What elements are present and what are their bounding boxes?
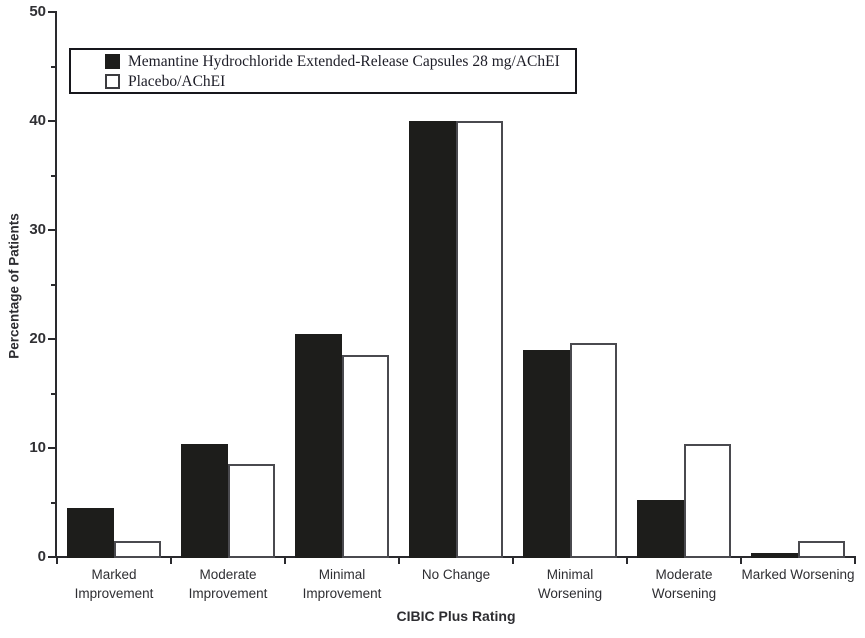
category-label: Minimal Improvement — [302, 567, 382, 601]
x-tick — [56, 558, 58, 564]
x-tick — [740, 558, 742, 564]
x-axis-title: CIBIC Plus Rating — [396, 608, 516, 624]
x-tick — [284, 558, 286, 564]
y-tick-label: 10 — [29, 439, 46, 456]
y-major-tick — [48, 229, 57, 231]
y-tick-label: 20 — [29, 330, 46, 347]
bar-filled-marked-improvement — [67, 507, 114, 558]
category-label: Moderate Improvement — [188, 567, 268, 601]
category-label: Minimal Worsening — [537, 567, 603, 601]
bar-filled-marked-worsening — [751, 552, 798, 558]
y-minor-tick — [51, 174, 57, 177]
y-major-tick — [48, 338, 57, 340]
bar-open-no-change — [456, 121, 503, 558]
y-major-tick — [48, 447, 57, 449]
legend: Memantine Hydrochloride Extended-Release… — [69, 48, 577, 94]
category-label: Marked Improvement — [74, 567, 154, 601]
y-major-tick — [48, 11, 57, 13]
legend-label-memantine: Memantine Hydrochloride Extended-Release… — [128, 52, 560, 70]
legend-swatch-filled-icon — [105, 53, 120, 69]
y-tick-label: 30 — [29, 221, 46, 238]
y-tick-label: 50 — [29, 3, 46, 20]
y-minor-tick — [51, 283, 57, 286]
bar-open-moderate-improvement — [228, 464, 275, 558]
y-minor-tick — [51, 501, 57, 504]
y-major-tick — [48, 556, 57, 558]
category-label: Marked Worsening — [741, 567, 855, 582]
category-label: Moderate Worsening — [651, 567, 717, 601]
legend-label-placebo: Placebo/AChEI — [128, 72, 226, 90]
y-minor-tick — [51, 65, 57, 68]
bar-filled-moderate-improvement — [181, 443, 228, 558]
category-label: No Change — [421, 567, 491, 582]
bar-filled-moderate-worsening — [637, 500, 684, 558]
bar-open-moderate-worsening — [684, 443, 731, 558]
y-tick-label: 0 — [37, 548, 46, 565]
y-major-tick — [48, 120, 57, 122]
x-tick — [854, 558, 856, 564]
y-minor-tick — [51, 392, 57, 395]
x-tick — [626, 558, 628, 564]
legend-swatch-open-icon — [105, 73, 120, 89]
x-tick — [398, 558, 400, 564]
legend-item-placebo: Placebo/AChEI — [105, 72, 575, 91]
y-tick-label: 40 — [29, 112, 46, 129]
bar-open-minimal-improvement — [342, 355, 389, 558]
bar-filled-minimal-worsening — [523, 349, 570, 558]
bar-open-marked-improvement — [114, 540, 161, 558]
x-tick — [170, 558, 172, 564]
x-tick — [512, 558, 514, 564]
bar-open-marked-worsening — [798, 540, 845, 558]
bar-filled-minimal-improvement — [295, 333, 342, 558]
bar-filled-no-change — [409, 121, 456, 558]
legend-item-memantine: Memantine Hydrochloride Extended-Release… — [105, 52, 575, 71]
bar-open-minimal-worsening — [570, 343, 617, 558]
